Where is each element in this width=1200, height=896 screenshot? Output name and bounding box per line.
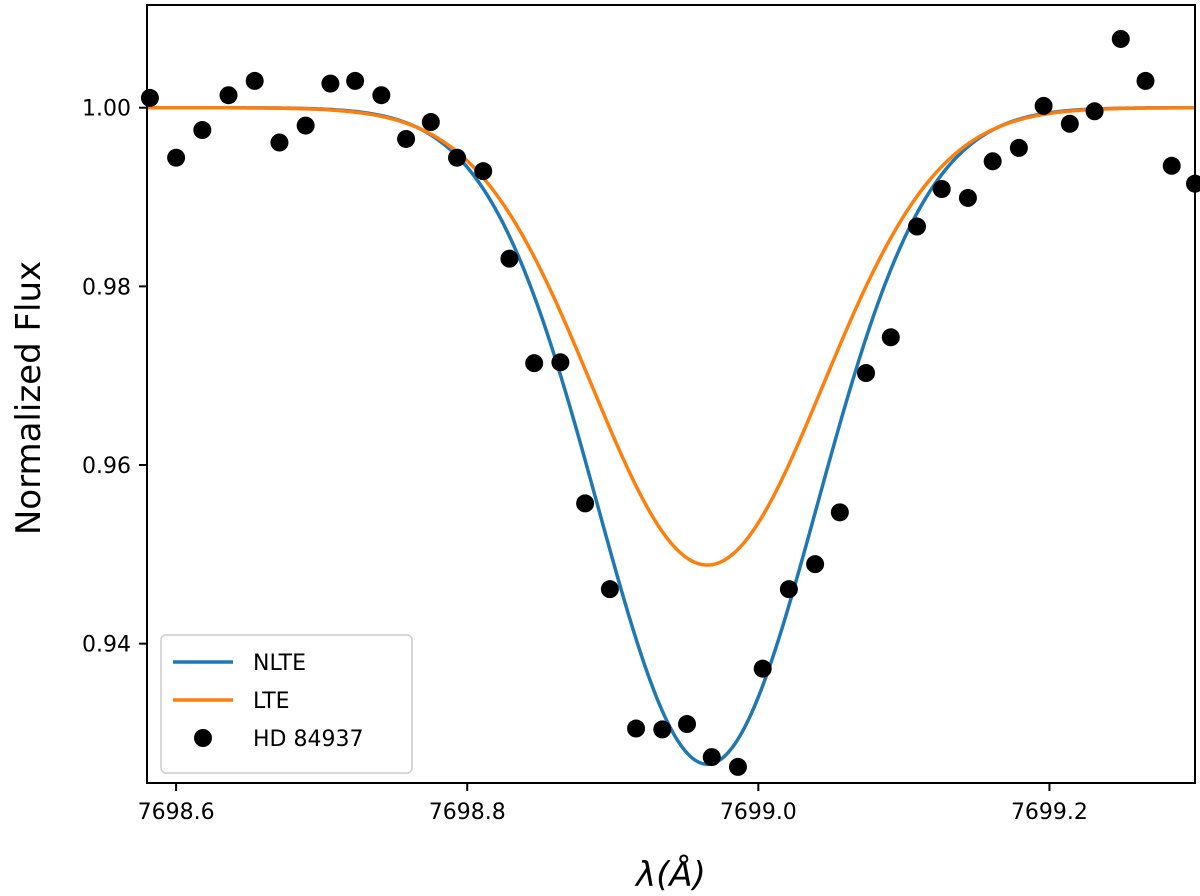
data-point: [397, 129, 416, 148]
data-point: [1136, 71, 1155, 90]
data-point: [474, 162, 493, 181]
plot-frame: [146, 4, 1196, 784]
x-tick-label: 7698.8: [429, 800, 506, 825]
legend-label: LTE: [253, 689, 290, 714]
data-point: [219, 86, 238, 105]
legend-label: HD 84937: [253, 727, 363, 752]
legend-swatch-scatter: [194, 729, 212, 747]
data-point: [1186, 174, 1200, 193]
y-tick-label: 1.00: [82, 97, 131, 122]
data-point: [728, 757, 747, 776]
data-point: [551, 353, 570, 372]
axis-ticks: 7698.6 7698.8 7699.0 7699.2 0.94 0.96 0.98 1.00: [82, 97, 1088, 825]
data-point: [296, 116, 315, 135]
data-point: [830, 503, 849, 522]
data-point: [576, 494, 595, 513]
data-point: [702, 748, 721, 767]
data-point: [525, 354, 544, 373]
legend-box: [160, 634, 413, 774]
data-point: [753, 659, 772, 678]
data-point: [245, 71, 264, 90]
data-point: [907, 217, 926, 236]
data-point: [321, 74, 340, 93]
data-point: [881, 328, 900, 347]
x-tick-label: 7699.2: [1011, 800, 1088, 825]
x-axis-label: λ(Å): [634, 854, 706, 895]
x-tick-label: 7698.6: [138, 800, 215, 825]
data-point: [140, 88, 159, 107]
data-point: [270, 133, 289, 152]
series-line-lte: [147, 105, 1195, 567]
data-point: [857, 364, 876, 383]
data-point: [421, 113, 440, 132]
data-point: [932, 180, 951, 198]
data-point: [1162, 156, 1181, 175]
data-point: [1034, 96, 1053, 115]
data-point: [958, 188, 977, 207]
y-tick-label: 0.94: [82, 633, 131, 658]
data-point: [346, 71, 365, 90]
data-point: [1111, 29, 1130, 48]
legend: NLTE LTE HD 84937: [160, 634, 413, 774]
data-point: [600, 580, 619, 599]
y-axis-label: Normalized Flux: [9, 261, 49, 535]
data-point: [448, 148, 467, 167]
scatter-points: [140, 29, 1200, 776]
data-point: [1085, 102, 1104, 121]
data-point: [167, 148, 186, 167]
data-point: [806, 555, 825, 574]
legend-label: NLTE: [253, 651, 306, 676]
x-tick-label: 7699.0: [720, 800, 797, 825]
data-point: [1009, 138, 1028, 157]
data-point: [193, 121, 212, 140]
y-tick-label: 0.96: [82, 454, 131, 479]
y-tick-label: 0.98: [82, 275, 131, 300]
data-point: [983, 152, 1002, 171]
data-point: [653, 720, 672, 739]
data-point: [627, 719, 646, 738]
data-point: [678, 715, 697, 734]
data-point: [1060, 114, 1079, 133]
data-point: [500, 249, 519, 268]
data-point: [779, 580, 798, 599]
data-point: [372, 86, 391, 105]
